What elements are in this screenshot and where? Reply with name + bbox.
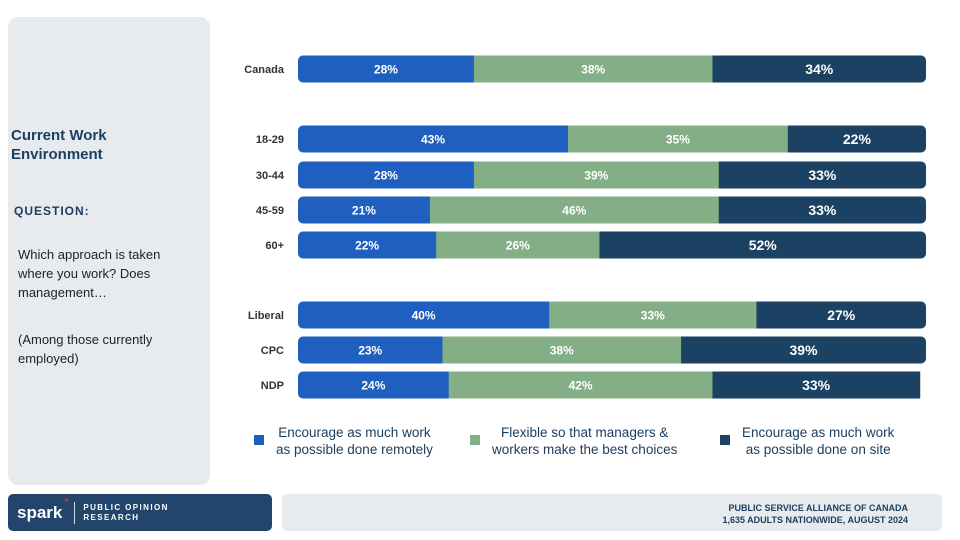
legend-label-line: Flexible so that managers &: [501, 425, 669, 440]
data-label-flexible: 35%: [666, 133, 690, 147]
bar-segment-flexible: [568, 125, 789, 153]
row-label-liberal: Liberal: [248, 310, 284, 322]
legend-item-onsite: Encourage as much work as possible done …: [720, 424, 894, 458]
stacked-bar-chart: Canada 28% 38% 34% 18-29 43% 35% 22% 30-44 28% 39%…: [244, 55, 926, 399]
data-label-onsite: 52%: [749, 237, 778, 253]
bar-segment-onsite: [712, 55, 926, 83]
bar-segment-onsite: [756, 301, 926, 329]
legend-item-remote: Encourage as much work as possible done …: [254, 424, 433, 458]
legend-label-line: Encourage as much work: [278, 425, 431, 440]
bar-segment-onsite: [718, 161, 926, 189]
brand-logo: spark *: [17, 497, 68, 523]
data-label-remote: 28%: [374, 169, 398, 183]
row-label-canada: Canada: [244, 64, 285, 76]
data-label-onsite: 34%: [805, 61, 834, 77]
left-panel: [8, 17, 210, 485]
data-label-flexible: 39%: [584, 169, 608, 183]
bar-row: [298, 125, 926, 153]
brand-star-icon: *: [64, 496, 69, 508]
bar-segment-flexible: [436, 231, 600, 259]
brand-box: spark * PUBLIC OPINION RESEARCH: [8, 494, 272, 531]
footer-client: PUBLIC SERVICE ALLIANCE OF CANADA: [728, 503, 908, 513]
row-label-45-59: 45-59: [256, 205, 284, 217]
footer-text: PUBLIC SERVICE ALLIANCE OF CANADA 1,635 …: [722, 502, 908, 526]
data-label-remote: 23%: [358, 344, 382, 358]
legend-swatch-remote: [254, 435, 264, 445]
data-label-remote: 28%: [374, 63, 398, 77]
legend-label-line: as possible done remotely: [276, 442, 433, 457]
bar-segment-remote: [298, 371, 450, 399]
legend-label-flexible: Flexible so that managers & workers make…: [492, 424, 677, 458]
chart-legend: Encourage as much work as possible done …: [0, 424, 960, 464]
bar-row: [298, 371, 921, 399]
data-label-onsite: 27%: [827, 307, 856, 323]
bar-row: [298, 55, 926, 83]
bar-segment-flexible: [473, 55, 713, 83]
question-label: QUESTION:: [14, 204, 90, 218]
bar-row: [298, 196, 926, 224]
row-label-cpc: CPC: [261, 345, 284, 357]
data-label-flexible: 26%: [506, 239, 530, 253]
brand-subtitle-line: PUBLIC OPINION: [83, 502, 169, 512]
brand-divider: [74, 501, 76, 524]
question-note: (Among those currently employed): [18, 332, 153, 366]
bar-segment-flexible: [549, 301, 757, 329]
bar-segment-flexible: [448, 371, 713, 399]
row-label-18-29: 18-29: [256, 134, 284, 146]
bar-row: [298, 301, 926, 329]
bar-row: [298, 161, 926, 189]
data-label-onsite: 22%: [843, 131, 872, 147]
brand-logo-text: spark: [17, 502, 63, 522]
legend-label-line: as possible done on site: [745, 442, 891, 457]
data-label-flexible: 38%: [581, 63, 605, 77]
brand-subtitle: PUBLIC OPINION RESEARCH: [83, 503, 168, 523]
bar-segment-flexible: [473, 161, 720, 189]
data-label-flexible: 33%: [641, 309, 665, 323]
bar-segment-onsite: [712, 371, 921, 399]
data-label-flexible: 38%: [550, 344, 574, 358]
legend-label-line: workers make the best choices: [492, 442, 678, 457]
bar-row: [298, 231, 926, 259]
panel-title: Current Work Environment: [11, 127, 107, 163]
bar-segment-onsite: [718, 196, 926, 224]
row-label-30-44: 30-44: [256, 170, 285, 182]
bar-segment-remote: [298, 196, 431, 224]
footer-box: PUBLIC SERVICE ALLIANCE OF CANADA 1,635 …: [282, 494, 942, 531]
bar-segment-onsite: [599, 231, 926, 259]
data-label-onsite: 39%: [790, 342, 819, 358]
brand-subtitle-line: RESEARCH: [83, 512, 140, 522]
data-label-remote: 40%: [412, 309, 436, 323]
legend-label-line: Encourage as much work: [742, 425, 895, 440]
data-label-onsite: 33%: [808, 167, 837, 183]
footer-sample: 1,635 ADULTS NATIONWIDE, AUGUST 2024: [722, 515, 908, 525]
bar-segment-onsite: [681, 336, 926, 364]
bar-segment-flexible: [429, 196, 720, 224]
bar-segment-onsite: [787, 125, 926, 153]
data-label-remote: 22%: [355, 239, 379, 253]
data-label-flexible: 42%: [569, 379, 593, 393]
data-label-remote: 21%: [352, 204, 376, 218]
row-label-60-: 60+: [265, 240, 284, 252]
bar-segment-remote: [298, 55, 475, 83]
bar-segment-remote: [298, 161, 475, 189]
bar-row: [298, 336, 926, 364]
bar-segment-remote: [298, 336, 443, 364]
legend-swatch-flexible: [470, 435, 480, 445]
legend-label-onsite: Encourage as much work as possible done …: [742, 424, 894, 458]
data-label-onsite: 33%: [802, 377, 831, 393]
data-label-flexible: 46%: [562, 204, 586, 218]
bar-segment-remote: [298, 231, 437, 259]
row-label-ndp: NDP: [261, 380, 284, 392]
data-label-remote: 24%: [361, 379, 385, 393]
data-label-onsite: 33%: [808, 202, 837, 218]
question-text: Which approach is taken where you work? …: [18, 247, 161, 300]
bar-segment-remote: [298, 301, 550, 329]
bar-segment-remote: [298, 125, 569, 153]
bar-segment-flexible: [442, 336, 682, 364]
data-label-remote: 43%: [421, 133, 445, 147]
legend-item-flexible: Flexible so that managers & workers make…: [470, 424, 677, 458]
legend-swatch-onsite: [720, 435, 730, 445]
legend-label-remote: Encourage as much work as possible done …: [276, 424, 433, 458]
